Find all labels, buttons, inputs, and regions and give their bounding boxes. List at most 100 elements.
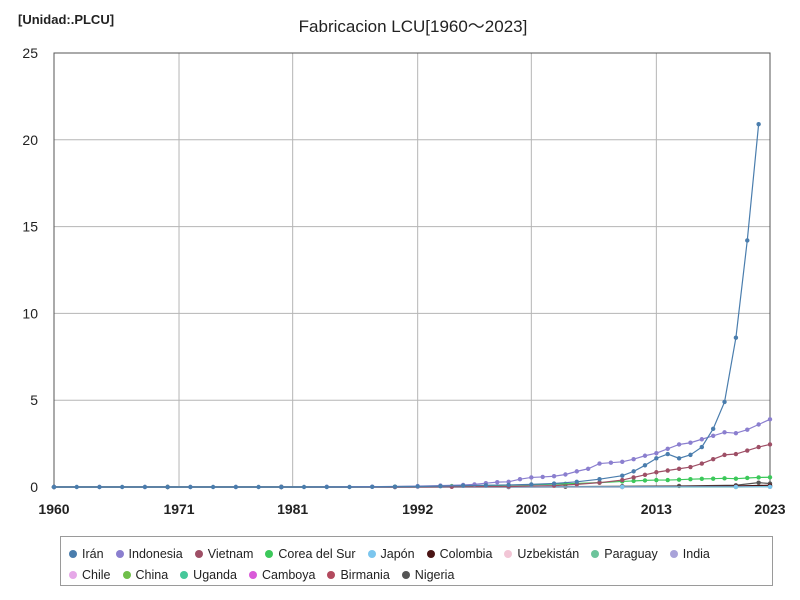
series-Irán [51,121,761,490]
x-tick-label: 1981 [277,501,308,517]
x-tick-label: 1992 [402,501,433,517]
data-point [654,450,659,456]
data-point [654,477,659,483]
y-tick-label: 25 [22,45,38,61]
legend-label: Birmania [340,567,390,582]
legend-marker [367,549,376,558]
data-point [699,476,705,482]
data-point [745,475,750,481]
data-point [699,437,705,442]
legend-item: Camboya [248,564,316,585]
data-point [756,121,761,127]
legend: Irán Indonesia Vietnam Corea del Sur Japón Co… [60,536,773,586]
legend-marker [122,570,131,579]
data-point [631,475,636,480]
data-point [529,475,534,480]
data-point [710,426,716,432]
data-point [699,444,705,450]
legend-item: Uzbekistán [504,543,579,564]
data-point [51,484,57,490]
data-point [460,483,466,488]
legend-marker [669,549,678,558]
legend-marker [248,570,257,579]
data-point [620,473,625,478]
data-point [438,483,443,489]
series-layer [51,121,773,490]
legend-marker [504,549,513,558]
data-point [74,484,79,490]
legend-item: Vietnam [194,543,254,564]
data-point [676,466,682,471]
legend-label: Camboya [261,567,316,582]
data-point [631,469,636,474]
data-point [688,476,693,482]
data-point [756,422,761,427]
data-point [688,452,693,458]
legend-item: China [122,564,169,585]
legend-marker [69,570,77,579]
data-point [574,469,579,474]
data-point [767,442,773,447]
legend-label: Corea del Sur [278,546,356,561]
data-point [529,482,534,487]
legend-item: Colombia [426,543,493,564]
data-point [620,477,625,483]
data-point [756,480,761,485]
data-point [256,484,261,490]
data-point [324,484,329,490]
data-point [745,427,750,432]
data-point [347,484,352,490]
x-tick-label: 2023 [754,501,785,517]
x-tick-label: 2002 [516,501,547,517]
legend-marker [265,549,274,558]
y-tick-label: 20 [22,132,38,148]
legend-marker [401,570,410,579]
legend-item: Uganda [180,564,237,585]
data-point [688,464,693,470]
data-point [767,475,773,480]
data-point [710,476,716,481]
data-point [210,484,216,490]
data-point [642,472,648,478]
legend-label: India [682,546,710,561]
legend-item: Corea del Sur [265,543,356,564]
x-tick-label: 2013 [641,501,672,517]
data-point [392,484,398,489]
legend-label: Colombia [439,546,493,561]
data-point [165,484,170,490]
data-point [597,461,602,466]
y-tick-label: 15 [22,219,38,235]
legend-label: Irán [82,546,104,561]
data-point [506,482,511,488]
data-point [710,433,716,438]
data-point [370,484,375,490]
data-point [745,238,750,243]
legend-item: Indonesia [115,543,183,564]
unit-label: [Unidad:.PLCU] [18,12,115,27]
data-point [574,479,579,484]
data-point [642,453,648,458]
data-point [563,472,568,477]
data-point [620,484,625,490]
data-point [676,456,682,461]
data-point [631,457,636,462]
legend-marker [426,549,435,558]
data-point [642,478,648,483]
data-point [608,460,614,465]
data-point [688,440,693,445]
data-point [733,484,739,490]
x-tick-label: 1960 [38,501,69,517]
data-point [142,484,148,490]
legend-label: China [135,567,169,582]
data-point [722,452,727,458]
legend-marker [327,570,336,579]
data-point [540,474,545,480]
data-point [665,477,670,483]
data-point [279,484,284,490]
legend-label: Paraguay [604,546,658,561]
legend-label: Vietnam [207,546,254,561]
legend-item: Birmania [327,564,390,585]
data-point [733,335,739,340]
legend-marker [194,549,203,558]
